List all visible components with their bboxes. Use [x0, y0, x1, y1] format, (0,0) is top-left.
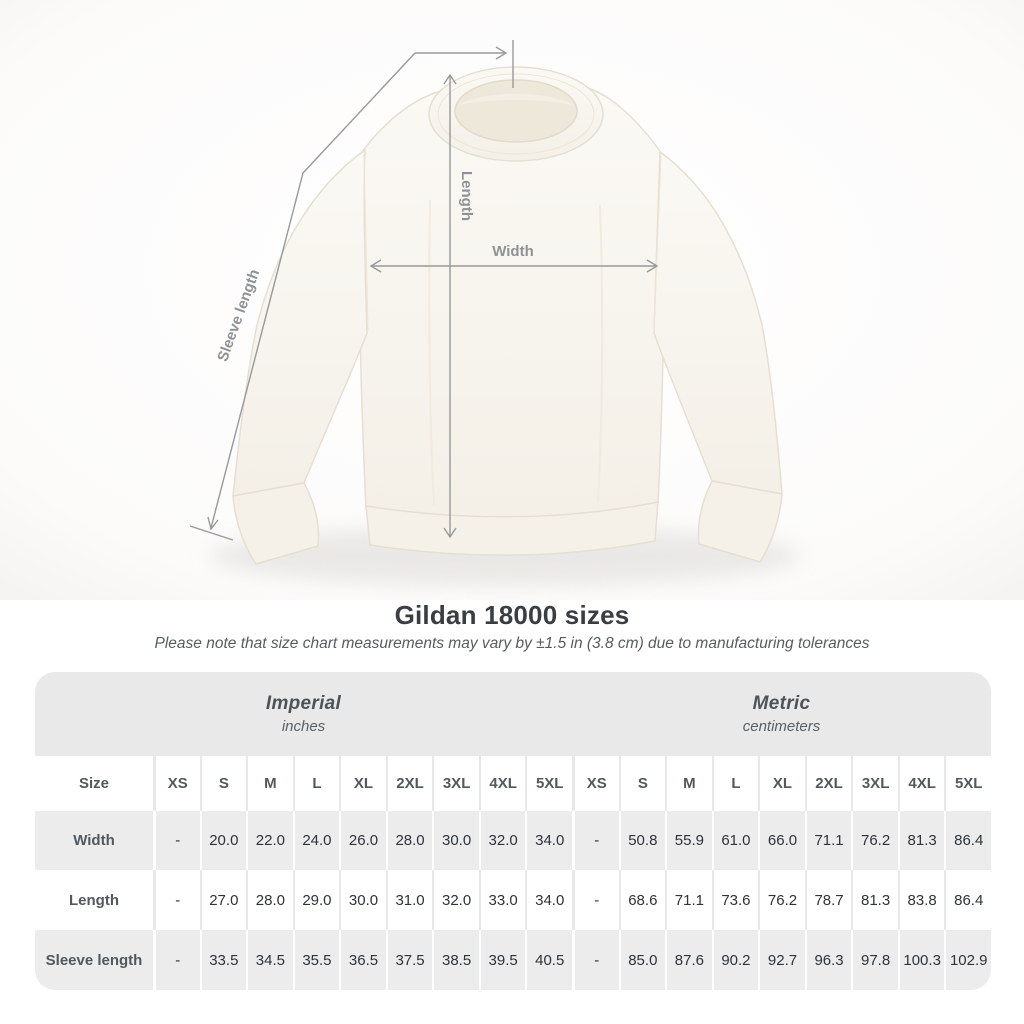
size-header-metric-3xl: 3XL: [851, 756, 898, 811]
value-cell: 55.9: [665, 811, 712, 870]
size-header-imperial-5xl: 5XL: [525, 756, 572, 811]
size-header-metric-xs: XS: [572, 756, 619, 811]
value-cell: 71.1: [665, 870, 712, 930]
value-cell: -: [572, 811, 619, 870]
measurement-lines: [189, 40, 659, 541]
value-cell: 78.7: [804, 870, 852, 930]
value-cell: 71.1: [804, 811, 852, 870]
size-header-metric-xl: XL: [758, 756, 805, 811]
size-table: Imperial inches Metric centimeters Size X…: [35, 672, 991, 990]
size-header-imperial-xs: XS: [153, 756, 200, 811]
value-cell: 37.5: [385, 930, 433, 990]
size-column-header: Size: [35, 756, 153, 811]
size-table-grid: Size XS S M L XL 2XL 3XL 4XL 5XL XS S M L XL 2XL 3XL 4XL 5…: [35, 756, 991, 990]
value-cell: 81.3: [897, 811, 945, 870]
value-cell: 50.8: [618, 811, 666, 870]
value-cell: 96.3: [804, 930, 852, 990]
imperial-unit: inches: [281, 718, 326, 735]
size-header-metric-2xl: 2XL: [804, 756, 852, 811]
value-cell: 32.0: [432, 870, 479, 930]
value-cell: 30.0: [339, 870, 386, 930]
width-label: Width: [492, 243, 534, 260]
value-cell: 29.0: [292, 870, 340, 930]
value-cell: 28.0: [246, 870, 293, 930]
value-cell: 34.0: [525, 870, 572, 930]
value-cell: 97.8: [851, 930, 898, 990]
value-cell: 100.3: [897, 930, 945, 990]
value-cell: 27.0: [199, 870, 247, 930]
value-cell: 40.5: [525, 930, 572, 990]
row-label: Sleeve length: [35, 930, 153, 990]
size-header-imperial-l: L: [292, 756, 340, 811]
value-cell: 31.0: [385, 870, 433, 930]
size-header-imperial-s: S: [199, 756, 247, 811]
row-label: Length: [35, 870, 153, 930]
value-cell: 76.2: [851, 811, 898, 870]
value-cell: 35.5: [292, 930, 340, 990]
value-cell: 92.7: [758, 930, 805, 990]
value-cell: 102.9: [944, 930, 991, 990]
value-cell: -: [153, 870, 200, 930]
value-cell: 86.4: [944, 811, 991, 870]
value-cell: 36.5: [339, 930, 386, 990]
size-header-metric-s: S: [618, 756, 666, 811]
value-cell: 85.0: [618, 930, 666, 990]
value-cell: 68.6: [618, 870, 666, 930]
value-cell: 66.0: [758, 811, 805, 870]
size-header-metric-m: M: [665, 756, 712, 811]
page-title: Gildan 18000 sizes: [394, 600, 630, 630]
value-cell: 33.0: [478, 870, 526, 930]
value-cell: 26.0: [339, 811, 386, 870]
value-cell: 39.5: [478, 930, 526, 990]
value-cell: 33.5: [199, 930, 247, 990]
value-cell: 61.0: [711, 811, 759, 870]
size-header-imperial-m: M: [246, 756, 293, 811]
value-cell: -: [572, 870, 619, 930]
value-cell: 81.3: [851, 870, 898, 930]
tolerance-note: Please note that size chart measurements…: [154, 635, 870, 652]
sweatshirt-diagram: Length Width Sleeve length: [0, 0, 1024, 600]
metric-label: Metric: [752, 693, 811, 714]
value-cell: 76.2: [758, 870, 805, 930]
value-cell: 28.0: [385, 811, 433, 870]
value-cell: 38.5: [432, 930, 479, 990]
unit-header-band: Imperial inches Metric centimeters: [35, 672, 991, 756]
value-cell: -: [153, 930, 200, 990]
value-cell: 32.0: [478, 811, 526, 870]
value-cell: 30.0: [432, 811, 479, 870]
imperial-header: Imperial inches: [35, 672, 572, 756]
size-header-imperial-4xl: 4XL: [478, 756, 526, 811]
sweatshirt-image: [232, 66, 783, 565]
metric-unit: centimeters: [742, 718, 821, 735]
value-cell: 20.0: [199, 811, 247, 870]
size-header-metric-5xl: 5XL: [944, 756, 991, 811]
imperial-label: Imperial: [265, 693, 342, 714]
value-cell: -: [153, 811, 200, 870]
value-cell: 90.2: [711, 930, 759, 990]
length-label: Length: [458, 171, 475, 221]
value-cell: -: [572, 930, 619, 990]
size-header-metric-l: L: [711, 756, 759, 811]
value-cell: 86.4: [944, 870, 991, 930]
size-header-metric-4xl: 4XL: [897, 756, 945, 811]
row-label: Width: [35, 811, 153, 870]
size-header-imperial-3xl: 3XL: [432, 756, 479, 811]
value-cell: 83.8: [897, 870, 945, 930]
value-cell: 24.0: [292, 811, 340, 870]
value-cell: 87.6: [665, 930, 712, 990]
metric-header: Metric centimeters: [572, 672, 991, 756]
value-cell: 34.0: [525, 811, 572, 870]
value-cell: 34.5: [246, 930, 293, 990]
size-header-imperial-2xl: 2XL: [385, 756, 433, 811]
value-cell: 22.0: [246, 811, 293, 870]
size-header-imperial-xl: XL: [339, 756, 386, 811]
value-cell: 73.6: [711, 870, 759, 930]
